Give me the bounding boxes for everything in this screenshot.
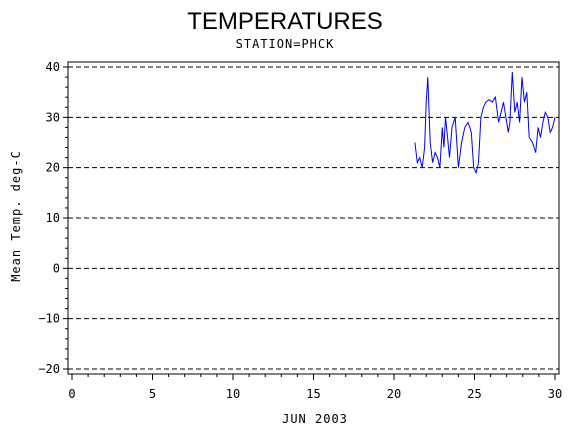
y-axis-label: Mean Temp. deg-C (9, 150, 23, 282)
x-tick-label: 15 (306, 387, 320, 401)
y-tick-label: 20 (46, 161, 60, 175)
x-tick-label: 20 (387, 387, 401, 401)
y-tick-label: 30 (46, 110, 60, 124)
y-tick-label: 0 (53, 261, 60, 275)
y-tick-label: 40 (46, 60, 60, 74)
chart-subtitle: STATION=PHCK (236, 37, 335, 51)
x-tick-label: 25 (467, 387, 481, 401)
x-tick-label: 5 (149, 387, 156, 401)
y-tick-label: −20 (38, 362, 60, 376)
x-tick-label: 30 (548, 387, 562, 401)
temperature-series-line (414, 71, 556, 175)
x-axis: 0 5 10 15 20 25 30 (68, 374, 562, 401)
x-tick-label: 10 (226, 387, 240, 401)
y-tick-label: −10 (38, 312, 60, 326)
y-tick-label: 10 (46, 211, 60, 225)
x-axis-label: JUN 2003 (282, 412, 348, 426)
y-axis: −20 −10 0 10 20 30 40 (38, 60, 68, 376)
chart-title: TEMPERATURES (187, 8, 383, 35)
x-tick-label: 0 (68, 387, 75, 401)
grid-lines (68, 66, 559, 370)
